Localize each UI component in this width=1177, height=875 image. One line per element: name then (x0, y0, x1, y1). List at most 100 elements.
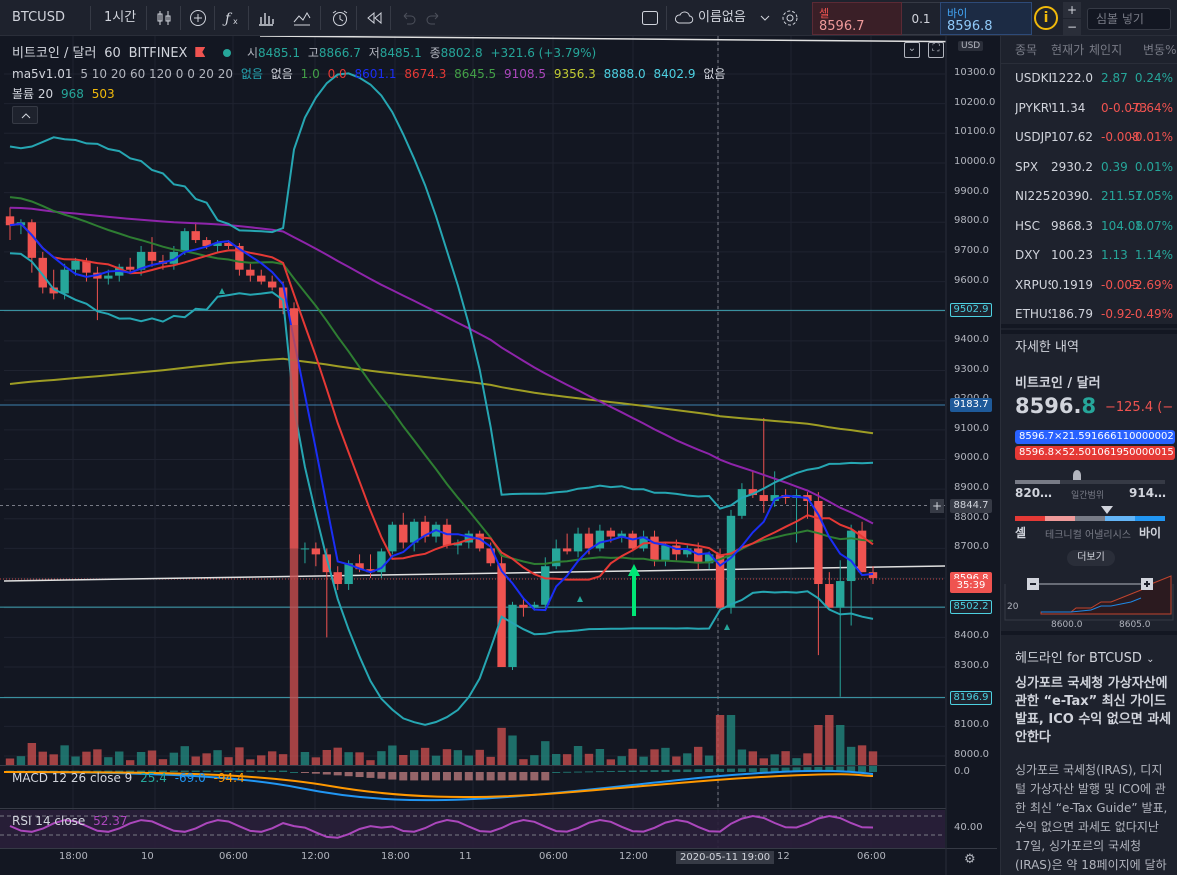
bollinger-lower-line (9, 252, 874, 726)
legend-change: +321.6 (+3.79%) (490, 46, 597, 60)
buy-button[interactable]: 바이 8596.8 (940, 2, 1032, 35)
watchlist-row[interactable]: HSC 9868.3 104.08 1.07% (1001, 212, 1177, 241)
legend-title: 비트코인 / 달러 (12, 46, 97, 61)
volume-bar (584, 753, 594, 765)
macd-histogram-bar (180, 770, 189, 772)
detail-symbol[interactable]: 비트코인 / 달러 (1015, 376, 1101, 391)
candle-down (519, 604, 528, 608)
price-level-label: 9183.7 (950, 398, 992, 412)
templates-icon[interactable] (292, 8, 312, 28)
cloud-save-icon[interactable] (674, 8, 694, 28)
fullscreen-icon[interactable]: ⛶ (928, 42, 944, 58)
watchlist-row[interactable]: USDJPY107.62 -0.008-0.01% (1001, 123, 1177, 153)
legend-exchange: BITFINEX (128, 46, 188, 61)
legend-open: 8485.1 (258, 46, 300, 60)
symbol-search-input[interactable]: 심볼 넣기 (1087, 8, 1171, 30)
price-chart[interactable] (0, 36, 997, 875)
watchlist-col-symbol[interactable]: 종목 (1015, 43, 1038, 57)
depth-chart[interactable] (1001, 572, 1177, 634)
chart-area[interactable]: 비트코인 / 달러 60 BITFINEX 시8485.1 고8866.7 저8… (0, 36, 997, 875)
macd-histogram-bar (432, 772, 441, 781)
sell-button[interactable]: 셀 8596.7 (812, 2, 902, 35)
watchlist-row[interactable]: DXY 100.23 1.13 1.14% (1001, 241, 1177, 271)
layout-name-button[interactable]: 이름없음 (698, 10, 746, 25)
headline-main[interactable]: 싱가포르 국세청 가상자산에 관한 “e-Tax” 최신 가이드 발표, ICO… (1015, 676, 1172, 745)
volume-bar (93, 749, 102, 765)
ma-legend-v8: 8888.0 (603, 67, 646, 81)
candle-up (661, 545, 670, 561)
info-icon[interactable]: i (1034, 6, 1058, 30)
ma-legend-v3: 8601.1 (354, 67, 397, 81)
watchlist-row[interactable]: USDKRW1222.0 2.87 0.24% (1001, 64, 1177, 94)
macd-histogram-bar (650, 770, 659, 772)
watchlist-col-pct[interactable]: 변동% (1143, 43, 1177, 57)
zoom-minus-button[interactable]: − (1063, 19, 1081, 35)
volume-bar (715, 715, 725, 765)
alert-clock-icon[interactable] (330, 8, 350, 28)
more-button[interactable]: 더보기 (1067, 550, 1115, 566)
watchlist-col-last[interactable]: 현재가 (1051, 43, 1085, 57)
volume-bar (836, 725, 845, 765)
financials-icon[interactable] (256, 8, 276, 28)
watchlist-col-change[interactable]: 체인지 (1089, 43, 1123, 57)
candle-down (38, 257, 47, 288)
price-tick-label: 9600.0 (954, 274, 989, 286)
flag-icon[interactable] (195, 47, 206, 57)
watchlist-change: 1.13 (1101, 248, 1128, 262)
zoom-plus-button[interactable]: + (1063, 2, 1081, 18)
macd-histogram-bar (257, 770, 266, 772)
watchlist-symbol: JPYKRW (1015, 100, 1051, 115)
chart-settings-gear-icon[interactable]: ⚙ (964, 852, 976, 867)
settings-gear-icon[interactable] (780, 8, 800, 28)
candle-down (202, 240, 211, 246)
candle-down (759, 495, 768, 501)
watchlist-row[interactable]: ETHUSD186.79 -0.92-0.49% (1001, 300, 1177, 330)
watchlist-last: 186.79 (1051, 307, 1093, 321)
chevron-up-icon (21, 113, 31, 119)
macd-histogram-bar (344, 772, 353, 777)
chevron-down-icon[interactable]: ⌄ (904, 42, 920, 58)
watchlist-row[interactable]: XRPUSD0.1919 -0.005-2.69% (1001, 271, 1177, 300)
fullscreen-square-icon[interactable] (640, 8, 660, 28)
volume-bar (672, 756, 681, 765)
collapse-legend-button[interactable] (12, 106, 38, 124)
watchlist-row[interactable]: SPX 2930.2 0.39 0.01% (1001, 153, 1177, 182)
time-tick-label: 18:00 (381, 851, 410, 862)
chevron-down-icon[interactable] (755, 8, 775, 28)
volume-bar (770, 754, 779, 765)
macd-histogram-bar (814, 766, 823, 772)
volume-bar (409, 750, 419, 765)
detail-panel: 자세한 내역 비트코인 / 달러 8596.8 −125.4 (− 8596.7… (1001, 324, 1177, 630)
volume-bar (628, 748, 637, 765)
candle-down (5, 216, 15, 226)
time-tick-label: 11 (459, 851, 472, 862)
compare-add-icon[interactable] (188, 8, 208, 28)
macd-histogram-bar (126, 770, 135, 772)
replay-icon[interactable] (364, 8, 384, 28)
macd-histogram-bar (366, 772, 375, 778)
tech-label[interactable]: 테크니컬 어낼리시스 (1045, 530, 1131, 541)
ma-legend-v9: 8402.9 (653, 67, 696, 81)
redo-icon[interactable] (424, 8, 444, 28)
watchlist-header: 종목 현재가 체인지 변동% (1001, 36, 1177, 64)
volume-bar (49, 754, 58, 765)
candle-up (180, 231, 189, 252)
watchlist-row[interactable]: JPYKRW11.34 0-0.073-0.64% (1001, 94, 1177, 123)
interval-button[interactable]: 1시간 (104, 10, 137, 25)
symbol-search-button[interactable]: BTCUSD (12, 10, 65, 25)
volume-bar (519, 759, 528, 765)
range-low: 820… (1015, 486, 1053, 500)
candle-up (464, 533, 474, 543)
candle-style-icon[interactable] (154, 8, 174, 28)
macd-histogram-bar (574, 771, 583, 773)
currency-label[interactable]: USD (958, 41, 984, 51)
ma120-line (9, 357, 874, 435)
ma10-line (9, 222, 874, 581)
add-level-plus-icon[interactable]: + (930, 498, 944, 513)
undo-icon[interactable] (398, 8, 418, 28)
headline-title[interactable]: 헤드라인 for BTCUSD ⌄ (1015, 647, 1154, 666)
quantity-field[interactable]: 0.1 (902, 2, 940, 35)
technical-pointer-icon (1101, 506, 1113, 514)
watchlist-row[interactable]: NI225 20390. 211.57 1.05% (1001, 182, 1177, 212)
